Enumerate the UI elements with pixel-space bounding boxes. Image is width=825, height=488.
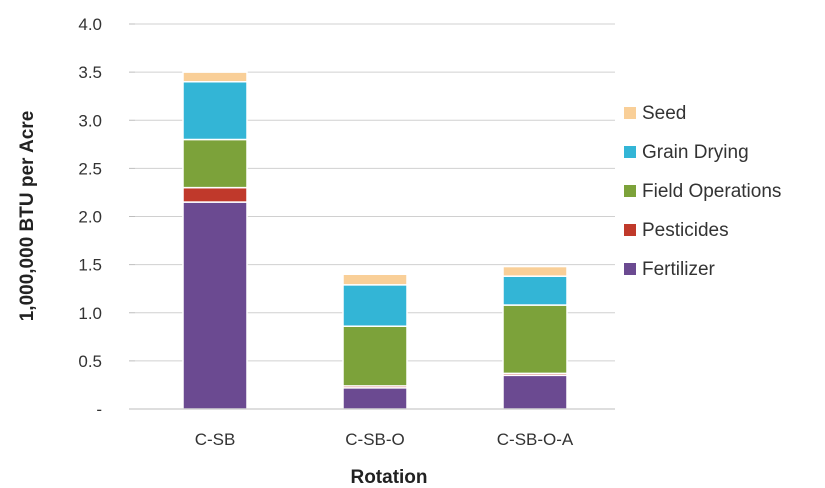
bar-segment-grain-drying <box>182 81 248 141</box>
legend-swatch <box>624 263 636 275</box>
legend-label: Pesticides <box>642 220 729 241</box>
legend-swatch <box>624 146 636 158</box>
bar-stack-c-sb <box>182 71 248 410</box>
legend-item-pesticides: Pesticides <box>624 220 729 241</box>
legend-label: Field Operations <box>642 181 781 202</box>
bar-segment-field-operations <box>502 304 568 375</box>
bar-segment-seed <box>342 273 408 286</box>
bar-segment-grain-drying <box>502 275 568 306</box>
y-tick-label: 4.0 <box>78 15 102 34</box>
y-tick-label: 0.5 <box>78 352 102 371</box>
y-axis-tick-labels: - 0.5 1.0 1.5 2.0 2.5 3.0 3.5 4.0 <box>78 15 102 419</box>
legend-item-field-operations: Field Operations <box>624 181 781 202</box>
legend-label: Fertilizer <box>642 259 716 280</box>
bar-segment-field-operations <box>342 325 408 387</box>
legend-swatch <box>624 185 636 197</box>
y-tick-label: 2.5 <box>78 159 102 178</box>
bar-segment-pesticides <box>182 186 248 203</box>
bar-segment-grain-drying <box>342 284 408 327</box>
y-tick-label: 2.0 <box>78 208 102 227</box>
bar-stack-c-sb-o <box>342 273 408 410</box>
bar-segment-fertilizer <box>182 201 248 410</box>
y-tick-label: - <box>96 400 102 419</box>
legend: Seed Grain Drying Field Operations Pesticid… <box>624 103 781 280</box>
x-tick-label: C-SB-O-A <box>497 430 574 449</box>
legend-label: Seed <box>642 103 686 124</box>
y-axis-title: 1,000,000 BTU per Acre <box>17 111 38 322</box>
legend-swatch <box>624 224 636 236</box>
bar-segment-fertilizer <box>502 374 568 410</box>
bar-segment-seed <box>182 71 248 83</box>
legend-item-grain-drying: Grain Drying <box>624 142 749 163</box>
bar-segment-field-operations <box>182 138 248 189</box>
x-tick-label: C-SB-O <box>345 430 405 449</box>
bar-segment-seed <box>502 265 568 277</box>
bar-stack-c-sb-o-a <box>502 265 568 410</box>
bar-segment-fertilizer <box>342 387 408 410</box>
y-tick-label: 1.5 <box>78 256 102 275</box>
legend-item-fertilizer: Fertilizer <box>624 259 716 280</box>
legend-label: Grain Drying <box>642 142 749 163</box>
y-tick-label: 3.5 <box>78 63 102 82</box>
legend-item-seed: Seed <box>624 103 686 124</box>
y-tick-label: 1.0 <box>78 304 102 323</box>
x-axis-title: Rotation <box>350 467 427 488</box>
legend-swatch <box>624 107 636 119</box>
x-tick-label: C-SB <box>195 430 236 449</box>
bar-stacks <box>182 71 568 410</box>
y-tick-label: 3.0 <box>78 111 102 130</box>
x-axis-tick-labels: C-SB C-SB-O C-SB-O-A <box>195 430 574 449</box>
